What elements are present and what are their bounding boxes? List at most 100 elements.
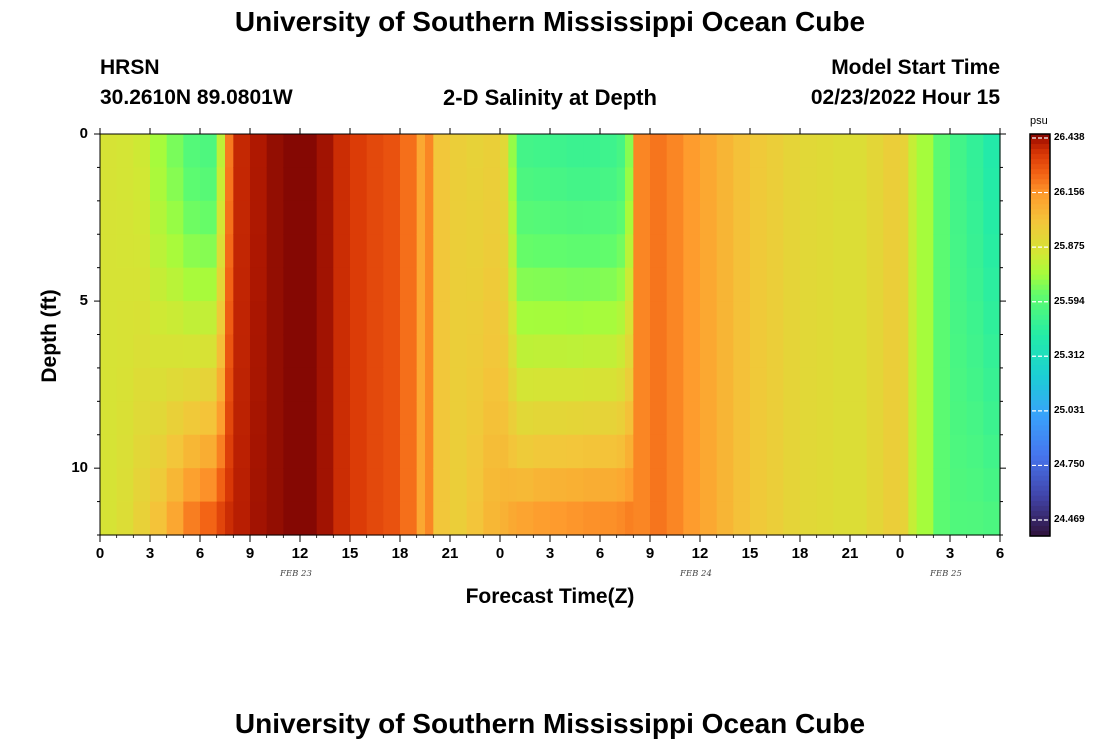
heatmap-cell <box>533 334 551 369</box>
heatmap-cell <box>233 367 251 402</box>
heatmap-cell <box>400 267 418 302</box>
heatmap-cell <box>150 367 168 402</box>
heatmap-cell <box>983 367 1001 402</box>
heatmap-cell <box>483 434 501 469</box>
heatmap-cell <box>500 200 509 235</box>
heatmap-cell <box>850 200 868 235</box>
heatmap-cell <box>100 334 118 369</box>
heatmap-cell <box>683 267 701 302</box>
heatmap-cell <box>150 200 168 235</box>
heatmap-cell <box>225 334 234 369</box>
heatmap-cell <box>650 501 668 536</box>
heatmap-cell <box>150 167 168 202</box>
heatmap-cell <box>225 401 234 436</box>
heatmap-cell <box>433 501 451 536</box>
heatmap-cell <box>133 501 151 536</box>
heatmap-cell <box>300 434 318 469</box>
heatmap-cell <box>966 501 984 536</box>
heatmap-cell <box>225 301 234 336</box>
heatmap-cell <box>883 367 901 402</box>
heatmap-cell <box>333 134 351 169</box>
heatmap-cell <box>283 167 301 202</box>
heatmap-cell <box>883 134 901 169</box>
heatmap-cell <box>733 134 751 169</box>
heatmap-cell <box>533 401 551 436</box>
heatmap-cell <box>483 401 501 436</box>
heatmap-cell <box>425 468 434 503</box>
heatmap-cell <box>866 267 884 302</box>
heatmap-cell <box>966 301 984 336</box>
heatmap-cell <box>850 434 868 469</box>
heatmap-cell <box>783 267 801 302</box>
heatmap-cell <box>766 501 784 536</box>
heatmap-cell <box>625 501 634 536</box>
colorbar-segment <box>1030 445 1050 452</box>
colorbar-unit: psu <box>1030 115 1048 127</box>
heatmap-cell <box>625 134 634 169</box>
heatmap-cell <box>800 501 818 536</box>
heatmap-cell <box>783 200 801 235</box>
heatmap-cell <box>683 468 701 503</box>
colorbar-segment <box>1030 304 1050 311</box>
colorbar-segment <box>1030 355 1050 361</box>
heatmap-cell <box>550 501 568 536</box>
heatmap-cell <box>800 301 818 336</box>
heatmap-cell <box>583 434 601 469</box>
heatmap-cell <box>233 434 251 469</box>
colorbar-segment <box>1030 254 1050 261</box>
heatmap-cell <box>650 468 668 503</box>
heatmap-cell <box>800 200 818 235</box>
heatmap-cell <box>100 434 118 469</box>
heatmap-cell <box>450 501 468 536</box>
heatmap-cell <box>483 301 501 336</box>
heatmap-cell <box>316 468 334 503</box>
heatmap-cell <box>250 334 268 369</box>
heatmap-cell <box>516 234 534 269</box>
heatmap-cell <box>616 434 626 469</box>
heatmap-cell <box>550 200 568 235</box>
heatmap-cell <box>283 200 301 235</box>
heatmap-cell <box>550 134 568 169</box>
heatmap-cell <box>425 267 434 302</box>
heatmap-cell <box>550 367 568 402</box>
heatmap-cell <box>933 367 951 402</box>
heatmap-cell <box>450 434 468 469</box>
heatmap-cell <box>183 367 201 402</box>
heatmap-cell <box>383 200 401 235</box>
heatmap-cell <box>183 468 201 503</box>
heatmap-cell <box>416 167 426 202</box>
heatmap-cell <box>100 200 118 235</box>
heatmap-cell <box>508 267 518 302</box>
heatmap-cell <box>316 134 334 169</box>
colorbar-segment <box>1030 179 1050 185</box>
heatmap-cell <box>450 367 468 402</box>
heatmap-cell <box>900 468 909 503</box>
colorbar-segment <box>1030 480 1050 487</box>
heatmap-cell <box>916 167 934 202</box>
heatmap-cell <box>183 301 201 336</box>
heatmap-cell <box>483 367 501 402</box>
colorbar-segment <box>1030 520 1050 527</box>
heatmap-cell <box>933 167 951 202</box>
heatmap-cell <box>233 234 251 269</box>
heatmap-cell <box>616 501 626 536</box>
heatmap-cell <box>733 167 751 202</box>
heatmap-cell <box>783 501 801 536</box>
heatmap-cell <box>983 301 1001 336</box>
heatmap-cell <box>700 468 718 503</box>
heatmap-cell <box>466 301 484 336</box>
colorbar-segment <box>1030 525 1050 532</box>
heatmap-cell <box>333 267 351 302</box>
heatmap-cell <box>616 267 626 302</box>
colorbar-tick-label: 25.031 <box>1054 404 1085 416</box>
heatmap-cell <box>350 334 368 369</box>
heatmap-cell <box>550 401 568 436</box>
heatmap-cell <box>366 267 384 302</box>
heatmap-cell <box>900 301 909 336</box>
heatmap-cell <box>750 434 768 469</box>
heatmap-cell <box>225 167 234 202</box>
heatmap-cell <box>225 434 234 469</box>
heatmap-cell <box>433 301 451 336</box>
heatmap-cell <box>516 267 534 302</box>
heatmap-cell <box>833 234 851 269</box>
